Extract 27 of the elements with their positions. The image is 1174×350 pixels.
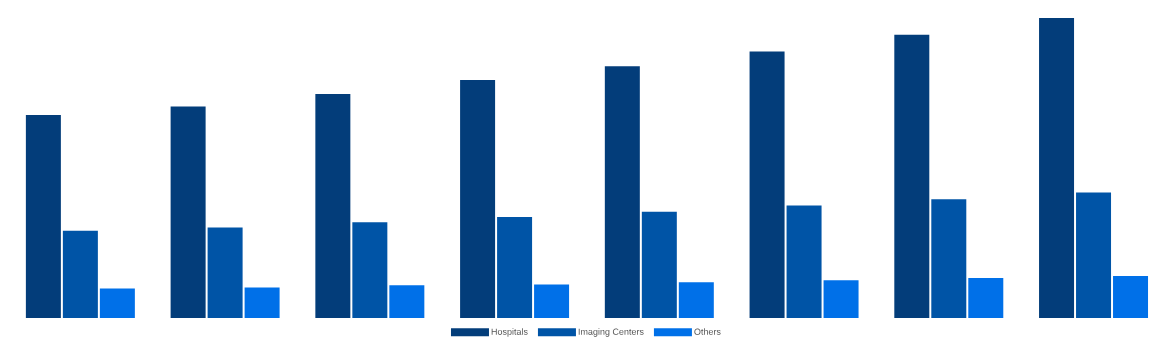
bar bbox=[460, 80, 496, 318]
bar bbox=[315, 93, 351, 318]
bar bbox=[931, 199, 967, 318]
bar bbox=[244, 287, 280, 318]
bar bbox=[62, 230, 98, 318]
bar bbox=[352, 222, 388, 318]
bar bbox=[823, 280, 859, 318]
bar bbox=[786, 205, 822, 318]
bar bbox=[99, 288, 135, 318]
bar bbox=[170, 106, 206, 318]
bar bbox=[1039, 18, 1075, 318]
bar bbox=[968, 278, 1004, 318]
legend-label: Others bbox=[694, 328, 721, 335]
bar bbox=[604, 66, 640, 318]
bar bbox=[25, 114, 61, 318]
bar bbox=[749, 51, 785, 318]
bar bbox=[678, 282, 714, 318]
bar bbox=[1076, 192, 1112, 318]
legend-label: Hospitals bbox=[491, 328, 528, 337]
bar bbox=[534, 284, 570, 318]
bar bbox=[894, 34, 930, 318]
bar bbox=[389, 285, 425, 318]
bar bbox=[207, 227, 243, 318]
bar bbox=[1113, 276, 1149, 318]
bar bbox=[641, 211, 677, 318]
legend-label: Imaging Centers bbox=[578, 328, 644, 337]
bar bbox=[497, 216, 533, 318]
